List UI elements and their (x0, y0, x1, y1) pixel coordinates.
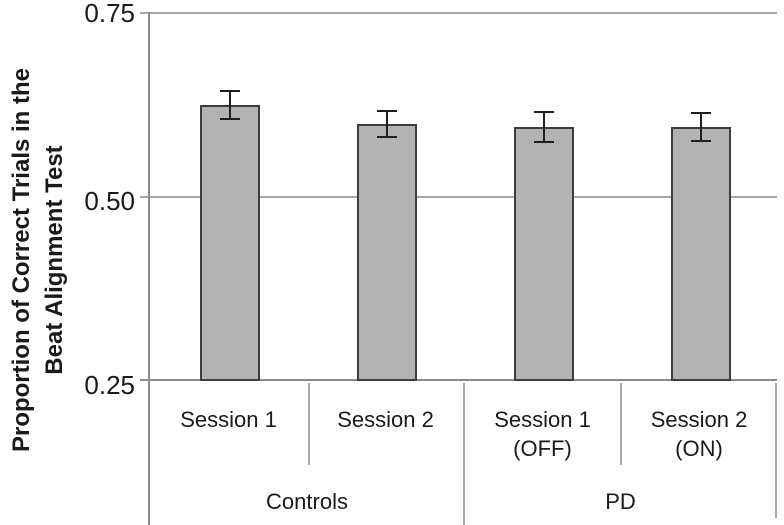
category-label-controls-session1: Session 1 (150, 383, 307, 465)
session-divider-pd (620, 383, 622, 465)
session-divider-controls (308, 383, 310, 465)
y-tick-label-0-75: 0.75 (84, 0, 135, 28)
group-label-pd: PD (605, 489, 636, 514)
error-bar (533, 111, 554, 114)
error-bar (377, 109, 398, 112)
error-bar (690, 112, 711, 115)
y-axis-line (148, 12, 150, 525)
y-axis-title-line-1: Proportion of Correct Trials in the (8, 67, 35, 453)
group-label-controls: Controls (266, 489, 348, 514)
error-bar (377, 136, 398, 139)
error-bar (229, 91, 232, 119)
y-tick-label-0-25: 0.25 (84, 370, 135, 400)
category-label-pd-session1-off: Session 1 (OFF) (464, 383, 621, 465)
y-tick-label-0-50: 0.50 (84, 186, 135, 216)
category-line: Session 1 (180, 407, 277, 432)
error-bar (220, 117, 241, 120)
error-bar (220, 90, 241, 93)
y-axis-title-line-2: Beat Alignment Test (41, 145, 68, 375)
category-line: Session 2 (337, 407, 434, 432)
error-bar (699, 113, 702, 142)
y-axis-title: Proportion of Correct Trials in the Beat… (5, 25, 71, 495)
category-line: Session 2 (650, 407, 748, 432)
category-label-pd-session2-on: Session 2 (ON) (621, 383, 777, 465)
bar-pd-session2-on (670, 127, 731, 381)
gridline-0-50 (140, 196, 777, 198)
error-bar (690, 140, 711, 143)
gridline-0-75 (140, 12, 777, 14)
bar-controls-session2 (357, 124, 418, 381)
error-bar (533, 140, 554, 143)
error-bar (386, 110, 389, 138)
x-axis-line (140, 379, 777, 381)
bar-pd-session1-off (513, 127, 574, 381)
error-bar (542, 112, 545, 142)
category-line: (ON) (675, 436, 723, 461)
bar-controls-session1 (200, 105, 261, 381)
category-line: (OFF) (513, 436, 572, 461)
group-divider-controls-pd (463, 383, 465, 525)
plot-right-edge-divider (775, 383, 777, 518)
category-label-controls-session2: Session 2 (307, 383, 464, 465)
category-line: Session 1 (494, 407, 591, 432)
